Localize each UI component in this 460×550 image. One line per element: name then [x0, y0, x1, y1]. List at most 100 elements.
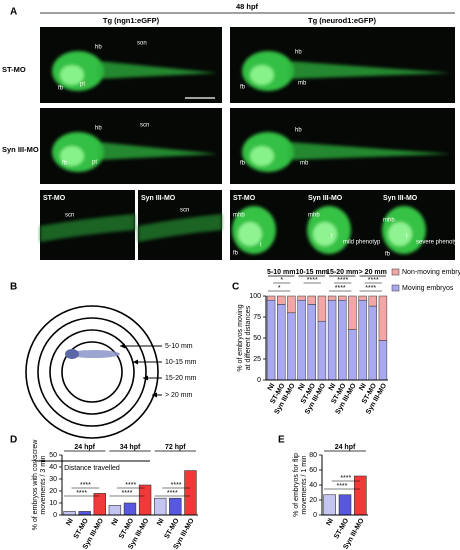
- trunk-signal: [98, 142, 218, 160]
- ring-label: 10-15 mm: [165, 359, 197, 366]
- y-tick-label: 0: [313, 512, 317, 519]
- trunk-signal: [288, 61, 451, 79]
- significance: ****: [122, 490, 133, 497]
- structure-label: scn: [180, 208, 189, 214]
- significance: ****: [167, 490, 178, 497]
- group-label: 34 hpf: [120, 444, 141, 451]
- x-tick-label: NI: [328, 382, 338, 392]
- panel-label: C: [232, 282, 239, 293]
- structure-label: son: [137, 41, 147, 47]
- structure-label: hb: [295, 128, 302, 134]
- ring: [61, 341, 123, 403]
- head-core: [250, 146, 274, 166]
- bar-segment: [378, 340, 388, 381]
- structure-label: t: [406, 234, 408, 240]
- group-label: 72 hpf: [165, 444, 186, 451]
- bar-segment: [287, 312, 296, 381]
- ring-label: 5-10 mm: [165, 343, 193, 350]
- y-tick-label: 20: [49, 488, 57, 495]
- fluorescence: [40, 214, 135, 242]
- bar: [93, 493, 106, 516]
- y-tick-label: 25: [253, 356, 261, 363]
- structure-label: fb: [233, 251, 239, 257]
- significance: *: [280, 277, 283, 284]
- x-tick-label: NI: [358, 382, 368, 392]
- axis-label: Distance travelled: [64, 465, 120, 472]
- bar-segment: [327, 295, 337, 301]
- bar: [169, 497, 182, 516]
- bar: [154, 497, 167, 516]
- ring: [37, 317, 147, 427]
- trunk-signal: [138, 214, 222, 242]
- bar-segment: [327, 299, 337, 381]
- group-label: 10-15 mm: [296, 269, 328, 276]
- bar-segment: [338, 295, 347, 301]
- panel-label: B: [10, 282, 17, 293]
- y-tick-label: 30: [49, 476, 57, 483]
- group-label: 15-20 mm: [326, 269, 358, 276]
- inset-title: ST-MO: [233, 195, 256, 202]
- bar-segment: [307, 295, 316, 305]
- y-axis-label: at different distances: [245, 305, 252, 370]
- bar: [108, 505, 122, 516]
- significance: ****: [307, 277, 318, 284]
- structure-label: severe phenotype: [416, 240, 460, 246]
- bar-segment: [358, 299, 367, 381]
- bar-segment: [338, 299, 347, 381]
- x-tick-label: NI: [267, 382, 277, 392]
- head-core: [250, 65, 274, 85]
- fluorescence: [52, 51, 218, 91]
- ring: [25, 305, 159, 439]
- significance: ****: [365, 285, 376, 292]
- trunk-signal: [288, 142, 451, 160]
- x-tick-label: NI: [111, 517, 121, 527]
- x-tick-label: NI: [297, 382, 307, 392]
- inset-title: Syn III-MO: [383, 195, 418, 202]
- significance: ****: [340, 475, 351, 482]
- fluorescence: [242, 132, 451, 172]
- bar-segment: [277, 304, 286, 381]
- bar-segment: [317, 320, 327, 381]
- bar-segment: [307, 304, 316, 381]
- bar-segment: [317, 295, 327, 322]
- significance: ****: [337, 277, 348, 284]
- bar-segment: [277, 295, 286, 305]
- row-label: Syn III-MO: [2, 145, 39, 154]
- structure-label: fb: [62, 161, 68, 167]
- structure-label: fb: [385, 252, 391, 258]
- fluorescence: [138, 214, 222, 242]
- y-tick-label: 40: [309, 482, 317, 489]
- structure-label: fb: [240, 161, 246, 167]
- legend-swatch: [391, 268, 400, 276]
- arrow-head: [133, 359, 138, 365]
- y-axis-label: % of embryos moving: [237, 304, 244, 371]
- rings: [25, 305, 159, 439]
- time-label: 48 hpf: [236, 2, 259, 11]
- structure-label: mhb: [233, 213, 245, 219]
- inset-title: ST-MO: [43, 195, 66, 202]
- structure-label: t: [331, 234, 333, 240]
- head-core: [388, 222, 412, 246]
- significance: ****: [171, 482, 182, 489]
- inset-title: Syn III-MO: [141, 195, 176, 202]
- head-core: [238, 222, 262, 246]
- y-tick-label: 50: [49, 452, 57, 459]
- structure-label: mb: [298, 81, 307, 87]
- bar-segment: [287, 295, 296, 314]
- legend-label: Non-moving embryos: [402, 269, 460, 276]
- bar-segment: [266, 299, 276, 381]
- bar: [338, 494, 352, 516]
- bar-segment: [378, 295, 388, 341]
- group-label: 24 hpf: [74, 444, 95, 451]
- bar: [78, 511, 91, 516]
- structure-label: mild phenotype: [343, 240, 384, 246]
- y-tick-label: 80: [309, 452, 317, 459]
- x-tick-label: NI: [325, 517, 335, 527]
- y-tick-label: 40: [49, 464, 57, 471]
- bar: [63, 511, 76, 516]
- structure-label: fb: [58, 86, 64, 92]
- significance: ****: [76, 490, 87, 497]
- panel-label: E: [278, 435, 285, 446]
- fluorescence: [242, 51, 451, 91]
- bar-segment: [368, 305, 377, 381]
